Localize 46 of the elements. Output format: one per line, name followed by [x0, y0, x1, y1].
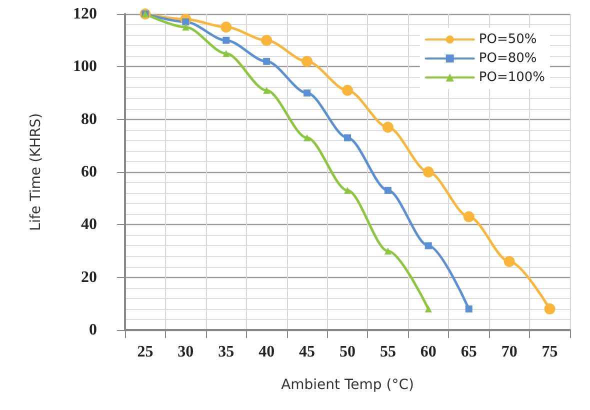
- x-tick-label: 45: [299, 344, 316, 360]
- legend-label: PO=80%: [478, 51, 537, 66]
- y-tick-label: 100: [73, 58, 97, 76]
- x-tick-label: 25: [137, 344, 154, 360]
- point: [220, 22, 232, 33]
- point: [222, 50, 230, 57]
- point: [342, 84, 353, 96]
- y-tick-label: 80: [81, 110, 97, 128]
- point: [504, 256, 515, 268]
- x-tick-label: 35: [218, 344, 234, 360]
- point: [544, 303, 556, 314]
- y-tick-label: 120: [73, 6, 97, 22]
- point: [302, 56, 313, 67]
- point: [263, 58, 270, 65]
- point: [344, 134, 351, 142]
- y-tick-label: 0: [89, 322, 97, 338]
- point: [182, 24, 190, 31]
- x-tick-label: 40: [258, 344, 275, 360]
- x-tick-label: 60: [420, 344, 436, 360]
- point: [465, 305, 472, 312]
- y-axis-title: Life Time (KHRS): [28, 113, 44, 231]
- point: [424, 242, 432, 250]
- point: [304, 134, 311, 142]
- y-tick-label: 40: [81, 216, 97, 234]
- point: [222, 36, 230, 44]
- legend-label: PO=50%: [478, 32, 537, 47]
- point: [463, 211, 474, 222]
- x-tick-label: 50: [340, 344, 356, 360]
- y-tick-label: 20: [81, 268, 97, 286]
- point: [384, 248, 392, 254]
- y-tick-label: 60: [81, 164, 97, 180]
- point: [384, 186, 392, 194]
- point: [344, 186, 351, 194]
- point: [261, 34, 272, 46]
- x-axis-title: Ambient Temp (°C): [281, 377, 414, 393]
- legend-label: PO=100%: [478, 70, 546, 85]
- x-tick-label: 65: [460, 344, 477, 360]
- x-tick-label: 70: [501, 344, 518, 360]
- point: [304, 90, 311, 96]
- point: [382, 122, 394, 133]
- point: [422, 166, 434, 178]
- point: [263, 86, 270, 94]
- x-tick-label: 55: [380, 344, 396, 360]
- x-tick-label: 30: [178, 344, 194, 360]
- point: [424, 305, 432, 312]
- x-tick-label: 75: [542, 344, 558, 360]
